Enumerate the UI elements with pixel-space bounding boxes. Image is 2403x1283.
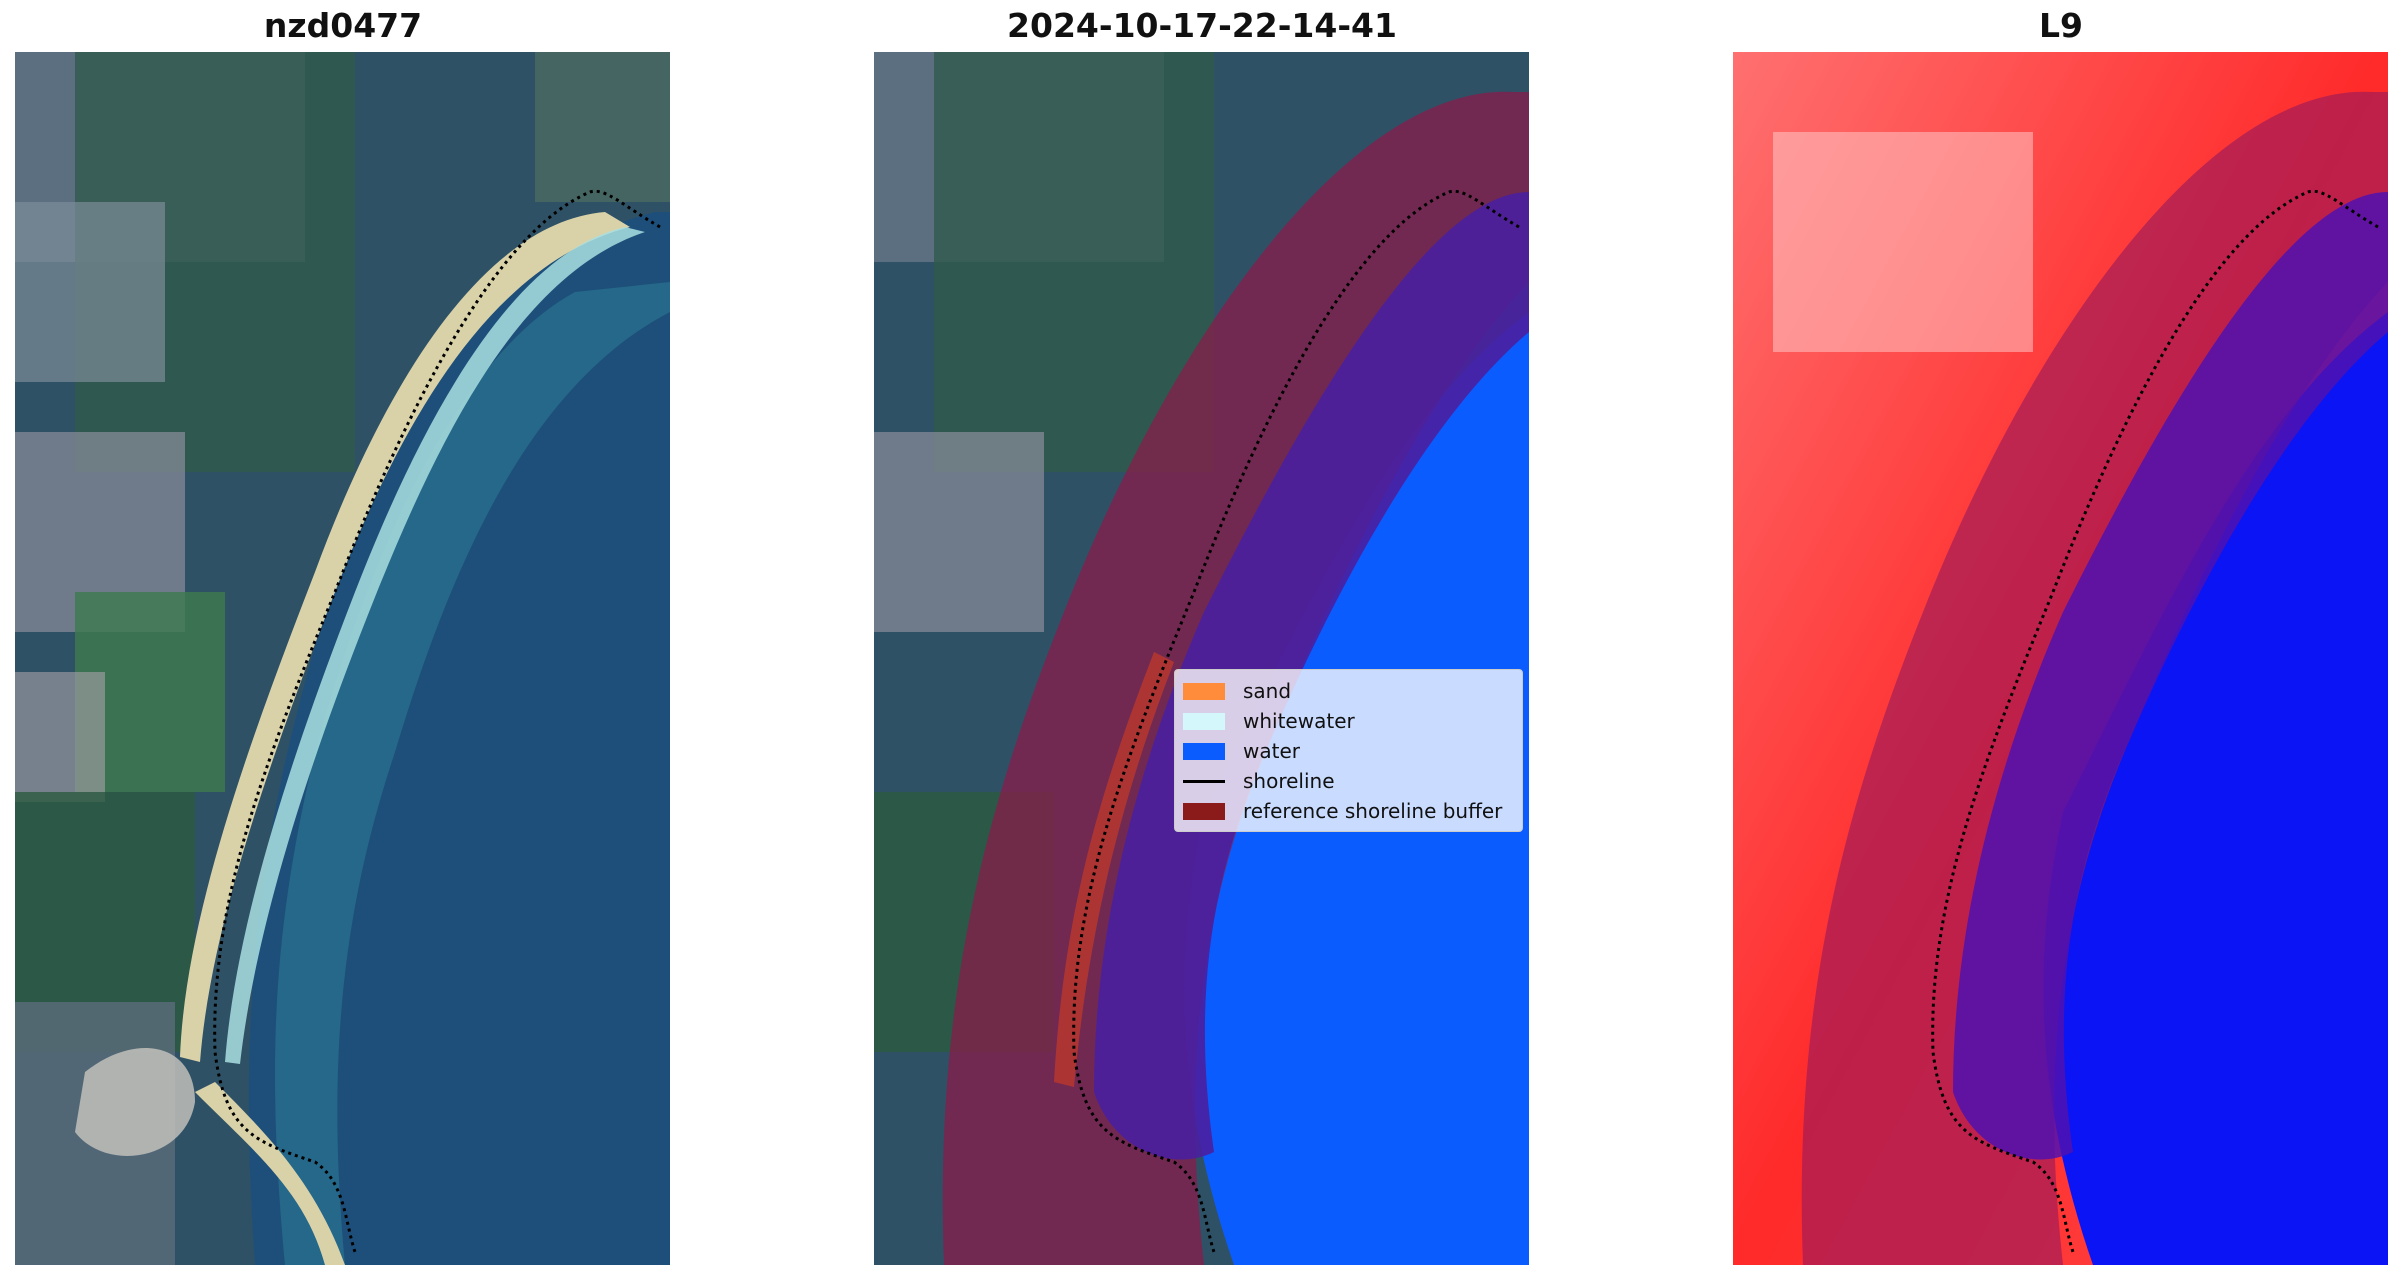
legend-item-shoreline: shoreline xyxy=(1183,766,1514,796)
legend-label: sand xyxy=(1243,679,1292,703)
legend-label: whitewater xyxy=(1243,709,1355,733)
index-image xyxy=(1733,52,2388,1265)
legend-item-buffer: reference shoreline buffer xyxy=(1183,796,1514,826)
legend-item-water: water xyxy=(1183,736,1514,766)
title-panel-2: 2024-10-17-22-14-41 xyxy=(1007,6,1397,45)
water-swatch xyxy=(1183,742,1225,760)
classification-image xyxy=(874,52,1529,1265)
shoreline-swatch xyxy=(1183,779,1225,783)
classification-panel xyxy=(874,52,1529,1265)
rgb-image-panel xyxy=(15,52,670,1265)
legend: sand whitewater water shoreline referenc… xyxy=(1174,669,1523,832)
title-panel-3: L9 xyxy=(2039,6,2083,45)
rgb-image xyxy=(15,52,670,1265)
legend-label: shoreline xyxy=(1243,769,1335,793)
legend-item-whitewater: whitewater xyxy=(1183,706,1514,736)
title-panel-1: nzd0477 xyxy=(263,6,423,45)
legend-label: reference shoreline buffer xyxy=(1243,799,1503,823)
legend-label: water xyxy=(1243,739,1300,763)
legend-item-sand: sand xyxy=(1183,676,1514,706)
sand-swatch xyxy=(1183,682,1225,700)
buffer-swatch xyxy=(1183,802,1225,820)
index-panel xyxy=(1733,52,2388,1265)
whitewater-swatch xyxy=(1183,712,1225,730)
